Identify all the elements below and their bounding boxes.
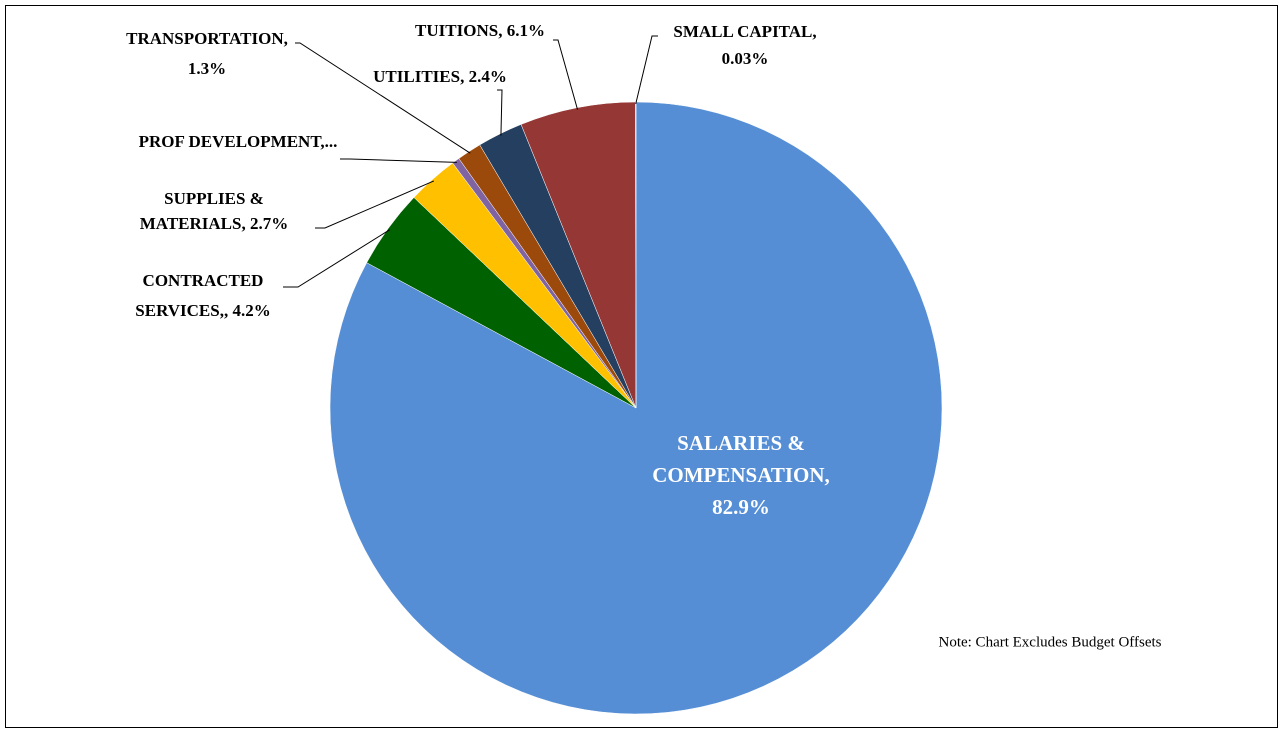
leader-line bbox=[635, 35, 658, 105]
leader-line bbox=[283, 229, 391, 288]
pie bbox=[329, 101, 943, 715]
leader-line bbox=[340, 158, 457, 163]
data-label: CONTRACTED bbox=[143, 271, 264, 290]
data-label: 1.3% bbox=[188, 59, 226, 78]
data-label: PROF DEVELOPMENT,... bbox=[139, 132, 338, 151]
leader-line bbox=[295, 42, 471, 154]
data-label: MATERIALS, 2.7% bbox=[140, 214, 288, 233]
data-label: UTILITIES, 2.4% bbox=[373, 67, 507, 86]
data-label: SUPPLIES & bbox=[164, 189, 264, 208]
data-label: COMPENSATION, bbox=[652, 463, 830, 487]
data-label: 0.03% bbox=[722, 49, 769, 68]
data-label: SALARIES & bbox=[677, 431, 805, 455]
data-label: SMALL CAPITAL, bbox=[673, 22, 816, 41]
data-label: SERVICES,, 4.2% bbox=[135, 301, 270, 320]
labels: SALARIES & COMPENSATION, 82.9% CONTRACTED SE… bbox=[126, 21, 830, 519]
note: Note: Chart Excludes Budget Offsets bbox=[938, 634, 1161, 650]
leader-line bbox=[553, 39, 579, 110]
data-label: 82.9% bbox=[712, 495, 770, 519]
leader-line bbox=[497, 89, 503, 136]
data-label: TRANSPORTATION, bbox=[126, 29, 288, 48]
leader-line bbox=[315, 180, 435, 229]
data-label: TUITIONS, 6.1% bbox=[415, 21, 545, 40]
